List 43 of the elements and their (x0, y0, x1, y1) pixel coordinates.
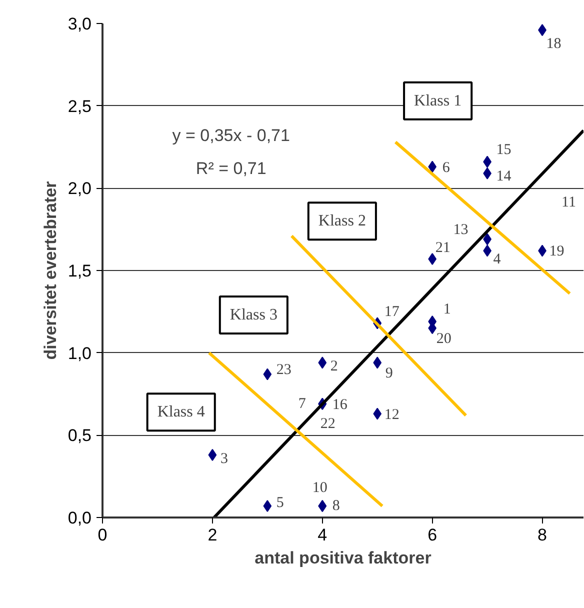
annotation: 9 (385, 366, 393, 382)
annotation: Klass 2 (318, 212, 366, 230)
x-tick-label: 0 (98, 526, 108, 544)
annotation: y = 0,35x - 0,71 (172, 126, 290, 145)
annotation: 19 (549, 244, 564, 260)
annotation: Klass 3 (230, 306, 278, 324)
annotation: Klass 1 (414, 92, 462, 110)
annotation: 21 (435, 240, 450, 256)
annotation: 22 (320, 416, 336, 432)
annotation: 14 (496, 168, 512, 184)
y-tick-label: 1,0 (68, 344, 92, 363)
y-tick-label: 1,5 (68, 262, 92, 280)
annotation: 12 (384, 406, 400, 423)
annotation: 3 (220, 450, 228, 467)
x-tick-label: 8 (538, 526, 548, 544)
annotation: 5 (276, 494, 284, 511)
annotation: 16 (332, 396, 348, 413)
annotation: 17 (384, 304, 400, 320)
y-tick-label: 2,0 (68, 179, 92, 198)
annotation: 8 (332, 498, 340, 514)
x-axis-title: antal positiva faktorer (254, 548, 432, 568)
annotation: 20 (436, 331, 452, 348)
x-tick-label: 6 (428, 526, 438, 544)
annotation: R² = 0,71 (196, 158, 266, 178)
x-tick-label: 2 (208, 526, 218, 544)
y-axis-title: diversitet evertebrater (40, 180, 60, 360)
annotation: 11 (562, 194, 576, 210)
annotation: 13 (453, 222, 468, 238)
y-tick-label: 3,0 (68, 14, 92, 34)
y-tick-label: 0,0 (68, 508, 92, 528)
annotation: 2 (330, 358, 338, 375)
annotation: Klass 4 (157, 404, 205, 421)
x-tick-label: 4 (318, 526, 328, 544)
annotation: 18 (546, 36, 562, 52)
annotation: 1 (443, 302, 451, 318)
annotation: 4 (493, 252, 502, 268)
annotation: 15 (496, 142, 512, 158)
annotation: 7 (298, 396, 306, 412)
annotation: 10 (312, 480, 328, 496)
annotation: 6 (442, 160, 450, 176)
y-tick-label: 0,5 (68, 426, 92, 446)
annotation: 23 (276, 362, 292, 378)
y-tick-label: 2,5 (68, 96, 92, 116)
